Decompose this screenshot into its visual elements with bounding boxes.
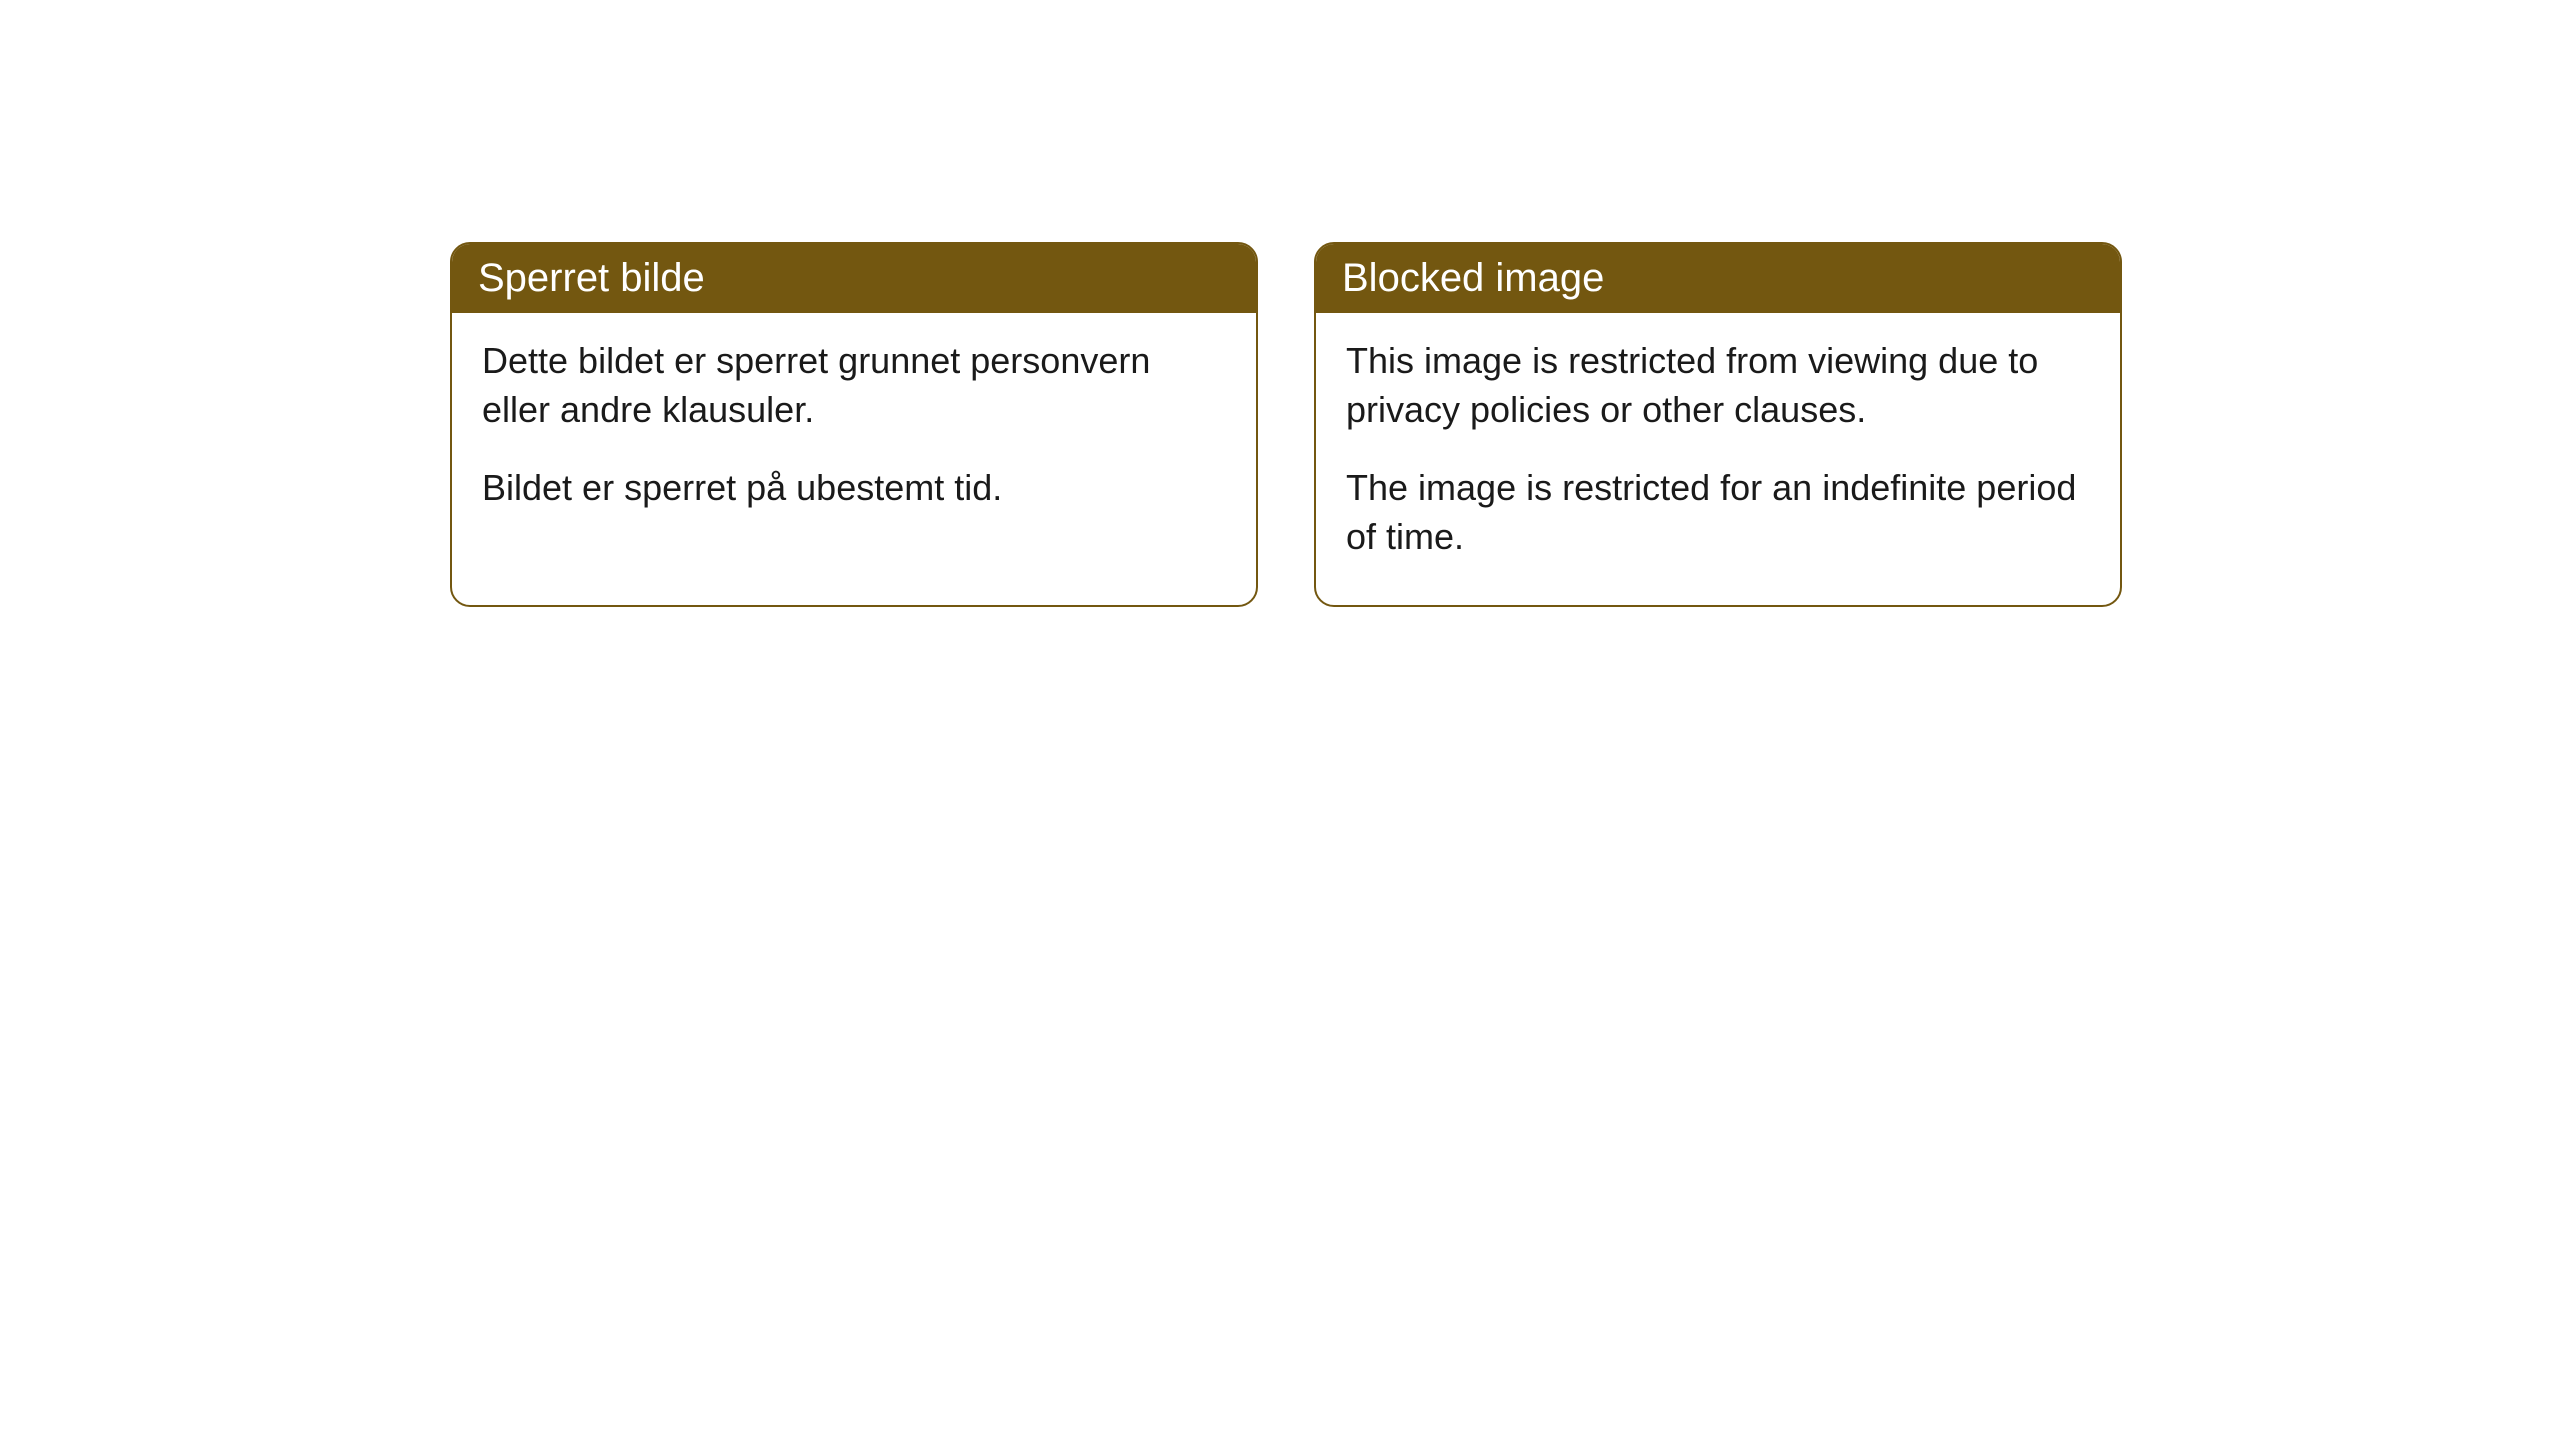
blocked-image-card-en: Blocked image This image is restricted f… bbox=[1314, 242, 2122, 607]
card-body-en: This image is restricted from viewing du… bbox=[1316, 313, 2120, 605]
card-text-no-2: Bildet er sperret på ubestemt tid. bbox=[482, 464, 1226, 513]
blocked-image-card-no: Sperret bilde Dette bildet er sperret gr… bbox=[450, 242, 1258, 607]
card-header-en: Blocked image bbox=[1316, 244, 2120, 313]
card-text-en-1: This image is restricted from viewing du… bbox=[1346, 337, 2090, 434]
card-text-no-1: Dette bildet er sperret grunnet personve… bbox=[482, 337, 1226, 434]
card-header-no: Sperret bilde bbox=[452, 244, 1256, 313]
notice-cards-container: Sperret bilde Dette bildet er sperret gr… bbox=[450, 242, 2122, 607]
card-text-en-2: The image is restricted for an indefinit… bbox=[1346, 464, 2090, 561]
card-body-no: Dette bildet er sperret grunnet personve… bbox=[452, 313, 1256, 557]
